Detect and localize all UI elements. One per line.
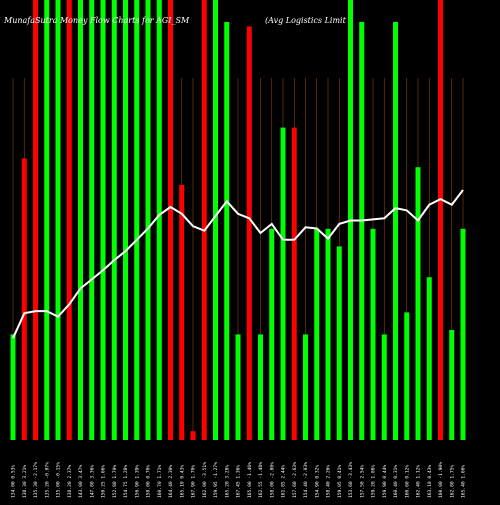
price-line-group: [12, 189, 464, 339]
volume-bar: [325, 228, 331, 440]
volume-bar: [258, 334, 263, 440]
x-tick-label: 159.20 1.08%: [371, 465, 377, 498]
volume-bar: [224, 22, 230, 440]
x-tick-label: 158.00 -2.80%: [269, 462, 275, 498]
volume-bar: [66, 0, 72, 440]
x-tick-label: 138.30 3.21%: [22, 465, 28, 498]
volume-bar: [100, 0, 106, 440]
volume-bar: [201, 0, 207, 440]
x-tick-label: 138.20 2.37%: [67, 465, 73, 498]
x-tick-label: 167.45 1.36%: [236, 465, 242, 498]
volume-bar: [55, 0, 61, 440]
volume-bar: [78, 0, 83, 440]
x-tick-label: 156.90 1.39%: [134, 465, 140, 498]
x-tick-label: 162.00 -3.51%: [202, 462, 208, 498]
x-tick-label: 164.40 2.30%: [168, 465, 174, 498]
x-tick-label: 153.60 -3.43%: [348, 462, 354, 498]
volume-bar: [179, 184, 185, 440]
x-tick-label: 154.75 1.28%: [123, 465, 129, 498]
x-tick-label: 135.20 -0.07%: [44, 462, 50, 498]
x-tick-label: 160.40 0.31%: [393, 465, 399, 498]
x-tick-label: 150.25 1.66%: [101, 465, 107, 498]
volume-bar: [449, 330, 455, 440]
volume-bar: [134, 0, 140, 440]
volume-bar: [336, 246, 342, 440]
volume-bar: [404, 312, 410, 440]
x-tick-label: 135.30 -2.17%: [33, 462, 39, 498]
volume-bar: [393, 22, 398, 440]
x-tick-label: 152.80 1.70%: [112, 465, 118, 498]
x-tick-label: 135.00 -0.15%: [56, 462, 62, 498]
x-tick-label: 165.00 -1.46%: [247, 462, 253, 498]
x-tick-label: 159.90 0.44%: [382, 465, 388, 498]
x-axis-ticks: 134.00 0.53% 138.30 3.21% 135.30 -2.17% 135…: [11, 462, 467, 498]
volume-bar: [460, 228, 466, 440]
x-tick-label: 160.00 -1.90%: [438, 462, 444, 498]
x-tick-label: 163.10 0.43%: [427, 465, 433, 498]
x-tick-label: 143.00 3.47%: [78, 465, 84, 498]
chart-title-right: (Avg Logistics Limit: [265, 16, 347, 25]
x-tick-label: 161.85 2.44%: [281, 465, 287, 498]
volume-bar: [190, 431, 196, 440]
volume-bar: [156, 0, 162, 440]
volume-bar: [235, 334, 241, 440]
volume-bar: [415, 167, 421, 440]
volume-bar: [44, 0, 50, 440]
x-tick-label: 165.40 1.60%: [461, 465, 467, 498]
volume-bar: [359, 22, 365, 440]
volume-bar: [213, 0, 218, 440]
x-tick-label: 157.50 2.54%: [359, 465, 365, 498]
volume-bar: [145, 0, 151, 440]
volume-bar: [246, 26, 252, 441]
x-tick-label: 162.80 1.75%: [449, 465, 455, 498]
volume-bar: [33, 0, 38, 440]
volume-bar: [89, 0, 95, 440]
volume-bar: [291, 127, 297, 440]
volume-bars: [10, 0, 466, 441]
price-line: [12, 189, 464, 339]
x-tick-label: 165.10 0.43%: [179, 465, 185, 498]
volume-bar: [269, 228, 275, 440]
x-tick-label: 162.40 1.12%: [416, 465, 422, 498]
volume-bar: [123, 0, 128, 440]
x-tick-label: 167.90 1.70%: [191, 465, 197, 498]
chart-title-left: MunafaSutra Money Flow Charts for AGI_SM: [3, 16, 190, 25]
x-tick-label: 154.90 0.32%: [314, 465, 320, 498]
volume-bar: [381, 334, 387, 440]
volume-bar: [111, 0, 117, 440]
x-tick-label: 159.95 -1.27%: [213, 462, 219, 498]
x-tick-label: 154.40 -2.03%: [303, 462, 309, 498]
volume-bar: [168, 0, 173, 440]
volume-bar: [438, 0, 443, 440]
x-tick-label: 157.60 -2.63%: [292, 462, 298, 498]
volume-bar: [10, 334, 16, 440]
x-tick-label: 162.55 -1.48%: [258, 462, 264, 498]
x-tick-label: 159.05 0.41%: [337, 465, 343, 498]
x-tick-label: 134.00 0.53%: [11, 465, 17, 498]
volume-bar: [21, 158, 27, 440]
x-tick-label: 165.20 3.28%: [224, 465, 230, 498]
volume-bar: [426, 277, 432, 440]
x-tick-label: 158.00 0.70%: [146, 465, 152, 498]
x-tick-label: 158.40 2.26%: [326, 465, 332, 498]
volume-bar: [303, 334, 308, 440]
volume-bar: [370, 228, 376, 440]
volume-bar: [314, 228, 320, 440]
x-tick-label: 160.70 1.71%: [157, 465, 163, 498]
x-tick-label: 160.60 0.12%: [404, 465, 410, 498]
x-tick-label: 147.80 3.36%: [89, 465, 95, 498]
volume-bar: [280, 127, 286, 440]
